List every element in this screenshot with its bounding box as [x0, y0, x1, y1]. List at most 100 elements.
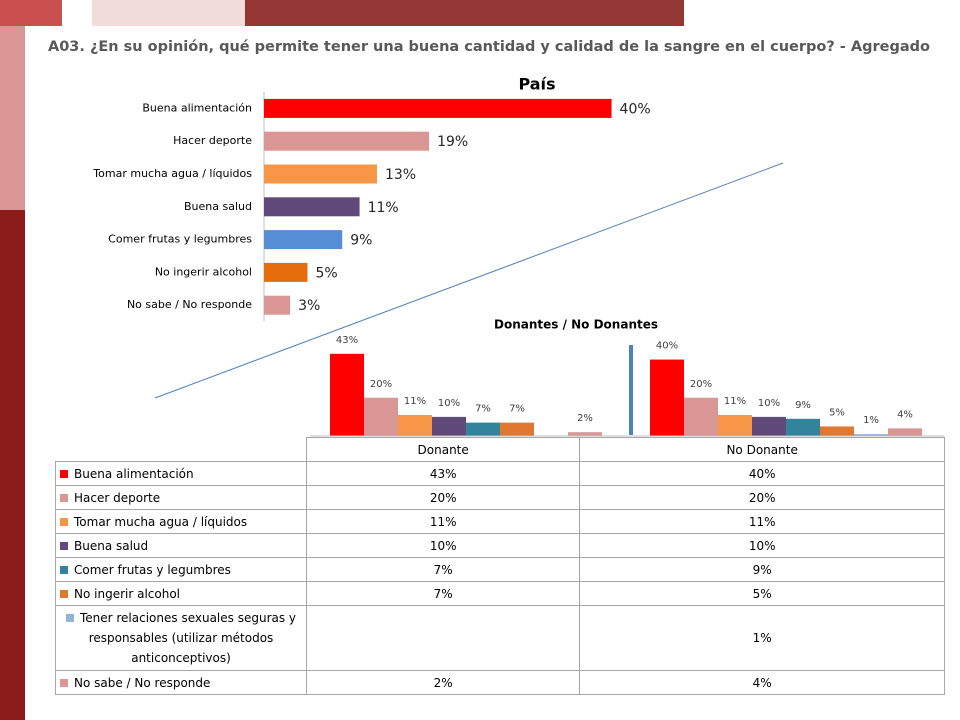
table-row: Buena alimentación 43% 40%: [55, 461, 945, 486]
data-label: 19%: [437, 134, 468, 150]
bar: [718, 414, 752, 436]
data-label: 20%: [370, 379, 392, 390]
legend-label: Buena alimentación: [74, 466, 194, 481]
legend-swatch: [65, 614, 74, 622]
legend-swatch: [60, 517, 68, 526]
y-tick-label: No sabe / No responde: [127, 298, 252, 311]
legend-cell: Tomar mucha agua / líquidos: [55, 509, 307, 534]
legend-cell: No ingerir alcohol: [55, 581, 307, 606]
table-value: 43%: [305, 461, 581, 486]
legend-cell: Buena salud: [55, 533, 307, 558]
deco-bar: [0, 0, 62, 26]
bar: [888, 428, 922, 436]
table-header-row: Donante No Donante: [55, 437, 945, 462]
bar: [432, 416, 466, 436]
data-label: 43%: [336, 335, 358, 346]
legend-label: Tomar mucha agua / líquidos: [74, 514, 248, 529]
data-label: 7%: [509, 404, 525, 415]
table-corner: [55, 437, 307, 462]
bar: [264, 164, 377, 184]
bar: [264, 131, 430, 151]
data-label: 40%: [656, 341, 678, 352]
data-label: 7%: [475, 404, 491, 415]
chart-title: Donantes / No Donantes: [494, 318, 658, 332]
data-label: 11%: [404, 396, 426, 407]
y-tick-label: No ingerir alcohol: [155, 265, 252, 278]
table-row: Tomar mucha agua / líquidos 11% 11%: [55, 509, 945, 534]
bar: [364, 397, 398, 436]
bar: [398, 414, 432, 436]
data-label: 3%: [298, 298, 320, 314]
bar: [684, 397, 718, 436]
table-value: 10%: [579, 533, 945, 558]
table-row: No sabe / No responde 2% 4%: [55, 670, 945, 695]
data-label: 10%: [438, 398, 460, 409]
bar: [466, 422, 500, 436]
table-value: 2%: [305, 670, 581, 695]
bar: [650, 359, 684, 436]
deco-bar: [92, 0, 245, 26]
bar: [330, 353, 364, 436]
table-row: Buena salud 10% 10%: [55, 533, 945, 558]
data-label: 9%: [795, 400, 811, 411]
legend-cell: Tener relaciones sexuales seguras y resp…: [55, 605, 307, 671]
y-tick-label: Tomar mucha agua / líquidos: [92, 167, 252, 180]
data-label: 9%: [350, 233, 372, 249]
y-tick-label: Buena alimentación: [142, 101, 252, 114]
bar: [854, 434, 888, 436]
table-value: 10%: [305, 533, 581, 558]
bar: [264, 262, 308, 282]
legend-swatch: [60, 469, 68, 478]
legend-label: Comer frutas y legumbres: [74, 562, 231, 577]
legend-cell: Buena alimentación: [55, 461, 307, 486]
bar: [820, 426, 854, 436]
table-value: [305, 605, 581, 671]
bar: [264, 230, 343, 250]
data-label: 11%: [368, 200, 399, 216]
bar: [264, 295, 291, 315]
bar: [500, 422, 534, 436]
data-label: 10%: [758, 398, 780, 409]
data-label: 1%: [863, 415, 879, 426]
bar: [264, 197, 360, 217]
x-tick-label: No Donante: [579, 437, 945, 462]
deco-stripe: [0, 26, 25, 210]
table-value: 9%: [579, 557, 945, 582]
separator: [629, 345, 633, 435]
deco-line: [154, 162, 784, 399]
legend-swatch: [60, 541, 68, 550]
table-value: 40%: [579, 461, 945, 486]
table-row: Tener relaciones sexuales seguras y resp…: [55, 605, 945, 671]
y-tick-label: Hacer deporte: [173, 134, 252, 147]
legend-swatch: [60, 589, 68, 598]
table-value: 20%: [579, 485, 945, 510]
data-label: 40%: [620, 101, 651, 117]
chart-title: País: [518, 75, 555, 94]
data-label: 4%: [897, 409, 913, 420]
x-tick-label: Donante: [305, 437, 581, 462]
data-label: 11%: [724, 396, 746, 407]
legend-cell: No sabe / No responde: [55, 670, 307, 695]
table-row: Comer frutas y legumbres 7% 9%: [55, 557, 945, 582]
legend-label: Hacer deporte: [74, 490, 161, 505]
data-label: 5%: [315, 265, 337, 281]
table-value: 11%: [579, 509, 945, 534]
table-value: 11%: [305, 509, 581, 534]
legend-label: No ingerir alcohol: [74, 586, 180, 601]
legend-swatch: [60, 678, 68, 687]
legend-swatch: [60, 565, 68, 574]
table-value: 7%: [305, 581, 581, 606]
bar: [752, 416, 786, 436]
legend-label: No sabe / No responde: [74, 675, 211, 690]
y-tick-label: Buena salud: [184, 200, 252, 213]
data-label: 5%: [829, 407, 845, 418]
table-value: 7%: [305, 557, 581, 582]
table-row: No ingerir alcohol 7% 5%: [55, 581, 945, 606]
table-value: 1%: [579, 605, 945, 671]
data-label: 13%: [385, 167, 416, 183]
table-row: Hacer deporte 20% 20%: [55, 485, 945, 510]
table-value: 20%: [305, 485, 581, 510]
deco-stripe: [0, 210, 25, 720]
